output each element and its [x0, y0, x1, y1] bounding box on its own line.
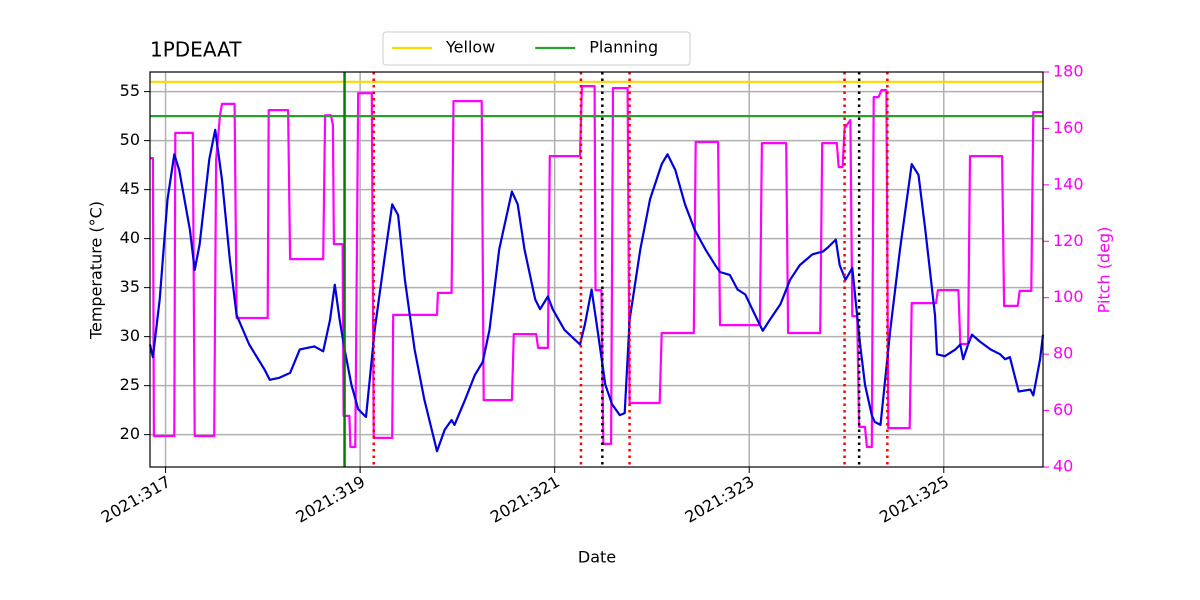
y2-tick-label: 80 [1053, 344, 1073, 363]
x-tick-label: 2021:323 [682, 472, 758, 527]
data-line [150, 85, 1043, 449]
y-tick-label: 45 [120, 179, 140, 198]
y2-tick-label: 60 [1053, 400, 1073, 419]
legend-label: Yellow [445, 38, 495, 57]
legend-label: Planning [589, 38, 658, 57]
y2-tick-label: 140 [1053, 174, 1084, 193]
y-tick-label: 40 [120, 228, 140, 247]
plot-frame [149, 71, 1044, 468]
y2-axis-label: Pitch (deg) [1095, 227, 1114, 314]
y2-tick-label: 160 [1053, 118, 1084, 137]
y-tick-label: 55 [120, 81, 140, 100]
y-tick-label: 20 [120, 424, 140, 443]
legend: Yellow Planning [382, 31, 691, 66]
y2-tick-label: 40 [1053, 457, 1073, 476]
x-tick-label: 2021:325 [876, 472, 952, 527]
x-tick-label: 2021:319 [292, 472, 368, 527]
y-axis-label: Temperature (°C) [87, 201, 106, 340]
y-tick-label: 35 [120, 277, 140, 296]
x-tick-label: 2021:321 [487, 472, 563, 527]
y2-tick-label: 100 [1053, 287, 1084, 306]
y-tick-label: 25 [120, 375, 140, 394]
x-axis-label: Date [578, 548, 616, 567]
x-tick-label: 2021:317 [98, 472, 174, 527]
data-line [148, 128, 1045, 453]
y2-tick-label: 120 [1053, 231, 1084, 250]
y-tick-label: 50 [120, 130, 140, 149]
chart-title: 1PDEAAT [150, 38, 242, 62]
y2-tick-label: 180 [1053, 62, 1084, 81]
y-tick-label: 30 [120, 326, 140, 345]
